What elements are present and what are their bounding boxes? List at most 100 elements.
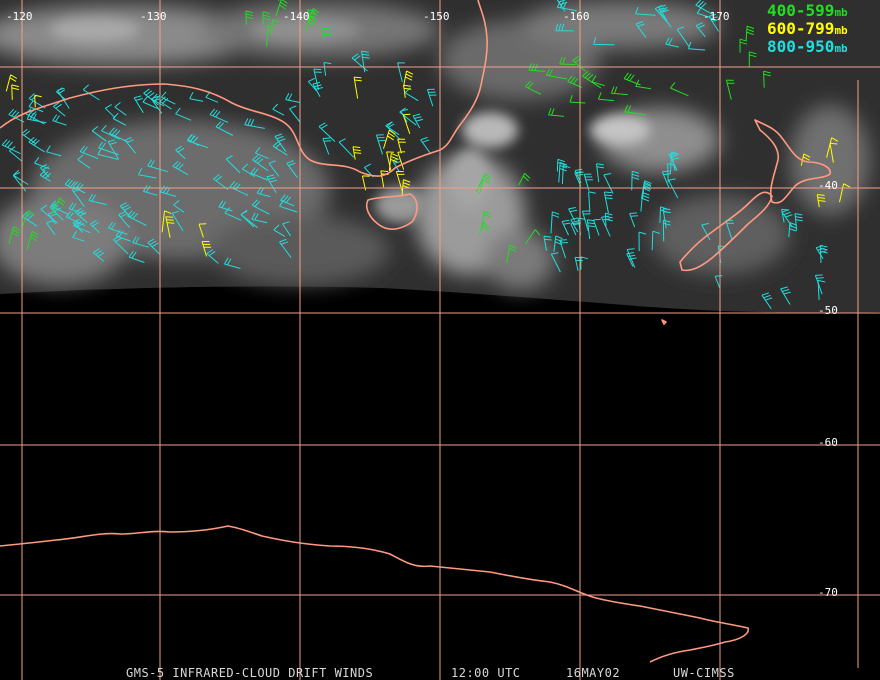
satellite-image — [0, 0, 880, 313]
wind-barb — [635, 79, 651, 90]
wind-barb — [107, 221, 128, 235]
wind-barb — [307, 77, 317, 92]
wind-barb — [550, 252, 561, 273]
wind-barb — [142, 96, 159, 110]
wind-barb — [386, 151, 394, 171]
wind-barb — [127, 210, 147, 227]
wind-barb — [274, 133, 287, 152]
wind-barb — [556, 0, 577, 12]
wind-barb — [68, 202, 86, 215]
wind-barb — [815, 245, 827, 259]
wind-barb — [187, 133, 200, 147]
wind-barb — [596, 163, 605, 183]
wind-barb — [8, 226, 20, 245]
wind-barb — [338, 138, 355, 158]
wind-barb — [1, 139, 21, 155]
wind-barb — [198, 223, 207, 238]
wind-barb — [279, 238, 292, 258]
lon-label-170: -170 — [703, 10, 730, 23]
wind-barb — [119, 202, 131, 217]
legend-unit-mid: mb — [834, 24, 848, 37]
wind-barb — [225, 155, 241, 174]
wind-barb — [826, 137, 839, 158]
lat-label-40: -40 — [818, 179, 838, 192]
wind-barb — [383, 129, 396, 149]
lat-label-70: -70 — [818, 586, 838, 599]
wind-barb — [89, 219, 100, 234]
wind-barb — [583, 173, 594, 191]
wind-barb — [525, 80, 542, 95]
wind-barb — [574, 256, 584, 272]
wind-barb — [556, 158, 565, 172]
wind-barb — [569, 95, 586, 104]
wind-barbs — [1, 0, 851, 310]
wind-barb — [255, 147, 269, 160]
wind-barb — [353, 76, 362, 99]
wind-barb — [215, 121, 234, 136]
wind-barb — [561, 164, 571, 185]
wind-barb — [593, 218, 601, 236]
new-zealand-south-island-coastline — [679, 191, 773, 272]
small-island-coastline — [661, 319, 667, 325]
wind-barb — [161, 210, 172, 233]
wind-barb — [662, 219, 671, 242]
wind-barb — [597, 92, 615, 102]
wind-barb — [761, 292, 773, 310]
wind-barb — [623, 72, 641, 86]
wind-barb — [12, 169, 29, 185]
wind-barb — [695, 22, 706, 38]
wind-barb — [88, 193, 107, 206]
wind-barb — [629, 212, 638, 228]
tasmania-coastline — [365, 193, 418, 230]
wind-barb — [567, 75, 583, 88]
lat-label-50: -50 — [818, 304, 838, 317]
wind-barb — [352, 146, 362, 160]
wind-barb — [5, 74, 18, 92]
wind-barb — [53, 101, 66, 117]
wind-barb — [553, 235, 563, 252]
wind-barb — [745, 25, 755, 41]
lon-label-130: -130 — [140, 10, 167, 23]
wind-barb — [307, 9, 316, 22]
wind-barb — [412, 113, 424, 129]
wind-barb — [189, 91, 204, 102]
wind-barb — [112, 112, 127, 126]
wind-barb — [322, 137, 332, 155]
wind-barb — [402, 113, 411, 134]
wind-barb — [251, 212, 268, 224]
wind-barb — [175, 107, 192, 121]
legend-range-low: 800-950 — [767, 37, 834, 56]
wind-barb — [160, 185, 176, 197]
wind-barb — [559, 56, 576, 66]
wind-barb — [266, 174, 278, 193]
wind-barb — [244, 118, 265, 129]
legend-range-mid: 600-799 — [767, 19, 834, 38]
legend-entry-upper: 400-599mb — [767, 1, 848, 20]
product-title: GMS-5 INFRARED-CLOUD DRIFT WINDS — [126, 666, 373, 680]
wind-barb — [581, 210, 591, 232]
wind-barb — [668, 178, 679, 199]
wind-barb — [252, 154, 269, 172]
wind-barb — [82, 84, 100, 101]
observation-time: 12:00 UTC — [451, 666, 521, 680]
australia-coastline — [0, 0, 488, 177]
wind-barb — [273, 224, 286, 237]
wind-barb — [548, 108, 564, 117]
lon-label-150: -150 — [423, 10, 450, 23]
wind-barb — [708, 13, 720, 32]
wind-barb — [26, 112, 47, 124]
wind-barb — [218, 200, 233, 212]
wind-barb — [624, 104, 647, 116]
wind-barb — [635, 6, 656, 16]
wind-barb — [321, 27, 331, 41]
wind-barb — [725, 79, 735, 100]
wind-barb — [147, 159, 169, 173]
wind-barb — [788, 222, 797, 238]
pressure-legend: 400-599mb 600-799mb 800-950mb — [767, 1, 848, 56]
wind-barb — [580, 256, 589, 270]
wind-barb — [524, 229, 541, 245]
wind-barb — [518, 173, 531, 186]
wind-barb — [118, 211, 130, 228]
wind-barb — [250, 167, 268, 181]
